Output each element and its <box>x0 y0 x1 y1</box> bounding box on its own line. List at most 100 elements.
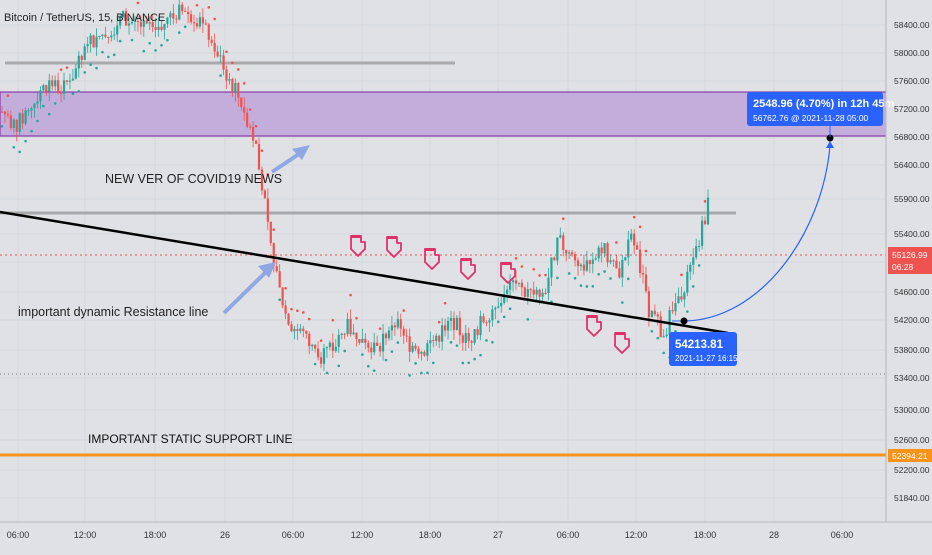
parabolic-sar <box>0 1 707 377</box>
pointing-hand-icon <box>500 262 516 284</box>
candle-body <box>452 317 456 331</box>
candle-body <box>497 306 500 308</box>
dynamic-resistance-line[interactable] <box>0 210 729 335</box>
resistance-arrow[interactable] <box>222 262 276 315</box>
candle-body <box>101 34 104 37</box>
candle-body <box>423 351 426 356</box>
sar-dot <box>142 49 146 53</box>
support-price-tag[interactable]: 52394.21 <box>888 449 932 462</box>
candle-body <box>390 325 394 331</box>
sar-dot <box>420 371 423 375</box>
sar-dot <box>349 293 352 297</box>
candle-body <box>636 245 639 250</box>
last-price-tag[interactable]: 55126.99 06:28 <box>888 247 932 274</box>
candle-body <box>373 342 376 353</box>
candle-body <box>674 303 677 312</box>
candle-body <box>633 233 636 246</box>
sar-dot <box>59 68 63 71</box>
time-tick: 26 <box>220 530 230 540</box>
covid-annotation: NEW VER OF COVID19 NEWS <box>105 172 282 186</box>
sar-dot <box>18 150 22 154</box>
candle-series <box>0 0 710 371</box>
candle-body <box>77 55 80 69</box>
candle-body <box>107 36 110 38</box>
sar-dot <box>567 272 571 275</box>
candle-body <box>42 85 45 91</box>
candle-body <box>249 126 252 128</box>
measure-start-price: 54213.81 <box>675 339 724 351</box>
sar-dot <box>130 38 134 42</box>
candle-body <box>18 113 21 132</box>
sar-dot <box>331 318 335 322</box>
candle-body <box>653 310 656 315</box>
sar-dot <box>302 311 305 314</box>
sar-dot <box>231 61 234 65</box>
candle-body <box>435 335 438 342</box>
time-axis[interactable]: 06:00 12:00 18:00 26 06:00 12:00 18:00 27 06:00 1… <box>7 530 854 540</box>
sar-dot <box>378 327 382 330</box>
candle-body <box>328 342 331 348</box>
candle-body <box>432 340 435 342</box>
candle-body <box>136 20 139 22</box>
sar-dot <box>325 371 329 375</box>
candle-body <box>45 85 48 92</box>
measure-end-point[interactable] <box>826 134 834 142</box>
candle-body <box>603 243 606 254</box>
price-tick: 52600.00 <box>894 435 930 445</box>
hand-cuff <box>351 235 361 238</box>
sar-dot <box>366 364 370 368</box>
candle-body <box>550 257 553 278</box>
pointing-hand-icon <box>386 236 402 258</box>
sar-dot <box>455 344 459 347</box>
candle-body <box>585 260 588 271</box>
sar-dot <box>390 350 394 353</box>
candle-body <box>148 22 151 24</box>
price-tick: 57200.00 <box>894 104 930 114</box>
candle-body <box>706 197 710 225</box>
measure-start-point[interactable] <box>680 317 688 325</box>
sar-dot <box>680 273 683 277</box>
projection-curve[interactable] <box>683 145 831 322</box>
candle-body <box>491 309 494 321</box>
candle-body <box>213 42 216 52</box>
candle-body <box>257 143 261 170</box>
candle-body <box>316 348 320 358</box>
sar-dot <box>160 43 163 47</box>
candle-body <box>482 316 485 323</box>
candle-body <box>600 247 603 254</box>
candle-body <box>68 80 72 82</box>
price-tick: 51840.00 <box>894 493 930 503</box>
candle-body <box>210 39 213 43</box>
candle-body <box>500 302 503 307</box>
measure-start-label[interactable]: 54213.81 2021-11-27 16:15 <box>669 332 738 366</box>
candle-body <box>222 55 225 70</box>
sar-dot <box>485 339 488 342</box>
candle-body <box>122 11 125 18</box>
sar-dot <box>609 277 612 280</box>
sar-dot <box>83 71 87 74</box>
candle-body <box>175 18 178 20</box>
candle-body <box>349 318 352 335</box>
candle-body <box>198 17 202 27</box>
sar-dot <box>520 265 524 268</box>
candle-body <box>83 46 86 60</box>
candle-body <box>644 274 648 292</box>
sar-dot <box>408 374 411 377</box>
resistance-zone[interactable] <box>0 91 887 137</box>
sar-dot <box>71 92 75 96</box>
candle-body <box>9 115 12 128</box>
candle-body <box>142 20 145 27</box>
candle-body <box>479 316 482 336</box>
candle-body <box>565 249 568 254</box>
covid-arrow[interactable] <box>270 145 310 174</box>
measure-result-label[interactable]: 2548.96 (4.70%) in 12h 45m 56762.76 @ 20… <box>747 92 894 126</box>
sar-dot <box>242 82 246 85</box>
candle-body <box>686 271 689 293</box>
candle-body <box>568 252 571 254</box>
candle-body <box>405 335 408 337</box>
sar-dot <box>396 341 400 344</box>
sar-dot <box>461 361 465 365</box>
candle-body <box>234 82 237 93</box>
